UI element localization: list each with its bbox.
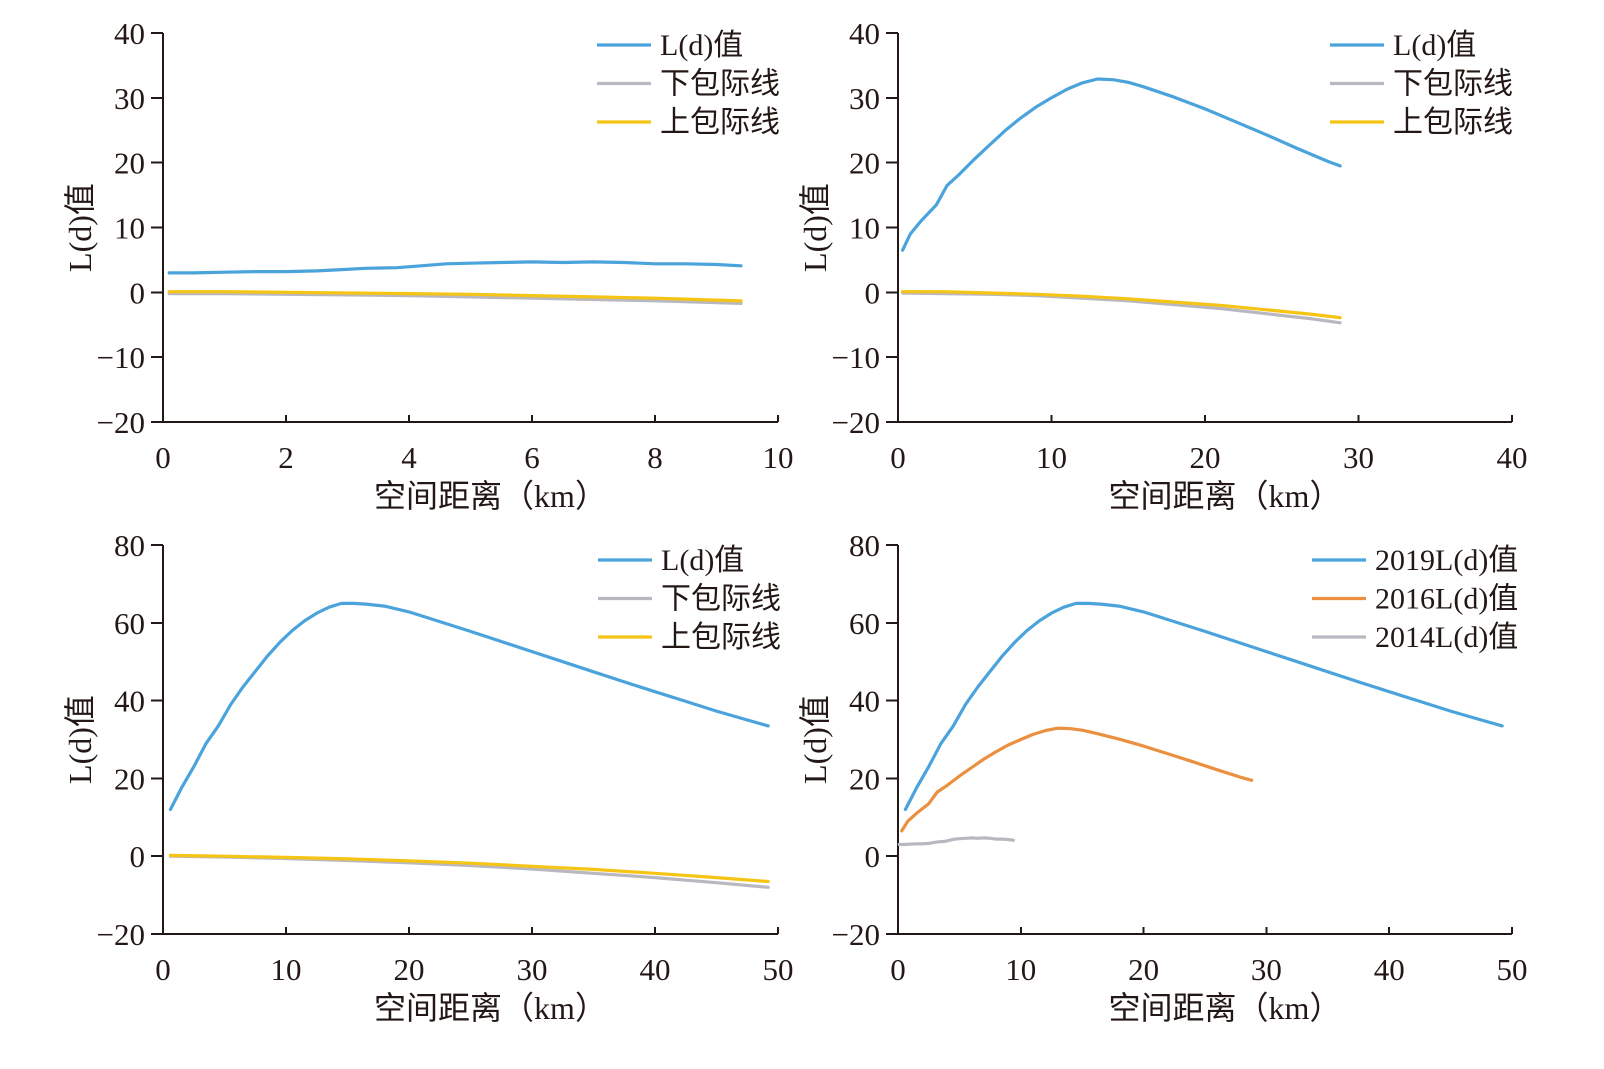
chart-panel-2: 40 30 20 10 0 −10 −20 0 10 20 30 40 空间距离（km） L(d)值 L(d… xyxy=(797,16,1528,514)
chart-panel-1: 40 30 20 10 0 −10 −20 0 2 4 6 8 10 空间距离（km） L(d)值 L(d)值… xyxy=(62,16,794,514)
series-line xyxy=(903,601,1504,812)
x-axis-label: 空间距离（km） xyxy=(374,478,607,514)
legend-label: L(d)值 xyxy=(1393,29,1476,62)
x-tick-label: 2 xyxy=(278,440,294,475)
x-tick-label: 0 xyxy=(890,952,906,987)
legend-label: L(d)值 xyxy=(661,544,744,577)
x-tick-label: 0 xyxy=(155,440,171,475)
y-tick-label: −20 xyxy=(97,405,145,440)
x-tick-label: 10 xyxy=(271,952,302,987)
y-tick-label: 0 xyxy=(865,839,881,874)
x-tick-label: 20 xyxy=(1190,440,1221,475)
y-tick-label: −20 xyxy=(97,917,145,952)
series-line xyxy=(167,260,743,275)
x-axis-label: 空间距离（km） xyxy=(374,990,607,1026)
y-tick-label: 80 xyxy=(114,528,145,563)
y-tick-label: 20 xyxy=(849,761,880,796)
y-tick-label: 0 xyxy=(865,275,881,310)
x-tick-label: 0 xyxy=(155,952,171,987)
y-tick-label: 80 xyxy=(849,528,880,563)
y-tick-label: 20 xyxy=(114,761,145,796)
legend-label: L(d)值 xyxy=(660,29,743,62)
y-tick-label: 10 xyxy=(849,211,880,246)
series-line xyxy=(900,77,1342,252)
legend-label: 2019L(d)值 xyxy=(1375,544,1518,577)
legend-label: 2014L(d)值 xyxy=(1375,621,1518,654)
x-axis-label: 空间距离（km） xyxy=(1109,478,1342,514)
series-line xyxy=(167,290,743,303)
legend-label: 上包际线 xyxy=(660,106,780,139)
y-tick-label: 20 xyxy=(849,146,880,181)
x-tick-label: 4 xyxy=(401,440,417,475)
chart-panel-3: 80 60 40 20 0 −20 0 10 20 30 40 50 空间距离（km） L(d)值 L(d)… xyxy=(62,528,794,1026)
y-tick-label: −10 xyxy=(832,340,880,375)
x-tick-label: 40 xyxy=(1374,952,1405,987)
x-tick-label: 50 xyxy=(763,952,794,987)
x-tick-label: 20 xyxy=(1128,952,1159,987)
series-line xyxy=(168,854,770,889)
y-tick-label: 40 xyxy=(849,16,880,51)
x-tick-label: 6 xyxy=(524,440,540,475)
x-tick-label: 10 xyxy=(1005,952,1036,987)
legend-label: 下包际线 xyxy=(661,583,781,616)
y-tick-label: 60 xyxy=(849,606,880,641)
y-axis-label: L(d)值 xyxy=(62,695,98,784)
series-line xyxy=(167,292,743,305)
y-tick-label: −20 xyxy=(832,917,880,952)
legend-label: 2016L(d)值 xyxy=(1375,583,1518,616)
y-tick-label: 30 xyxy=(114,81,145,116)
y-tick-label: −10 xyxy=(97,340,145,375)
y-tick-label: 40 xyxy=(114,684,145,719)
y-tick-label: 40 xyxy=(849,684,880,719)
y-tick-label: 10 xyxy=(114,211,145,246)
y-tick-label: 60 xyxy=(114,606,145,641)
series-line xyxy=(168,853,770,884)
y-tick-label: 0 xyxy=(130,275,146,310)
y-tick-label: −20 xyxy=(832,405,880,440)
legend-label: 上包际线 xyxy=(661,621,781,654)
x-tick-label: 0 xyxy=(890,440,906,475)
series-line xyxy=(900,726,1254,833)
x-axis-label: 空间距离（km） xyxy=(1109,990,1342,1026)
series-line xyxy=(897,836,1016,847)
x-tick-label: 40 xyxy=(640,952,671,987)
legend-label: 上包际线 xyxy=(1393,106,1513,139)
y-tick-label: 20 xyxy=(114,146,145,181)
x-tick-label: 30 xyxy=(517,952,548,987)
y-axis-label: L(d)值 xyxy=(62,183,98,272)
legend-label: 下包际线 xyxy=(1393,68,1513,101)
x-tick-label: 10 xyxy=(763,440,794,475)
x-tick-label: 30 xyxy=(1343,440,1374,475)
y-tick-label: 0 xyxy=(130,839,146,874)
x-tick-label: 50 xyxy=(1497,952,1528,987)
x-tick-label: 8 xyxy=(647,440,663,475)
y-axis-label: L(d)值 xyxy=(797,695,833,784)
series-line xyxy=(900,290,1342,320)
series-line xyxy=(168,601,770,812)
x-tick-label: 10 xyxy=(1036,440,1067,475)
x-tick-label: 40 xyxy=(1497,440,1528,475)
y-tick-label: 30 xyxy=(849,81,880,116)
x-tick-label: 30 xyxy=(1251,952,1282,987)
chart-panel-4: 80 60 40 20 0 −20 0 10 20 30 40 50 空间距离（km） L(d)值 2019… xyxy=(797,528,1528,1026)
legend-label: 下包际线 xyxy=(660,68,780,101)
y-tick-label: 40 xyxy=(114,16,145,51)
y-axis-label: L(d)值 xyxy=(797,183,833,272)
x-tick-label: 20 xyxy=(394,952,425,987)
